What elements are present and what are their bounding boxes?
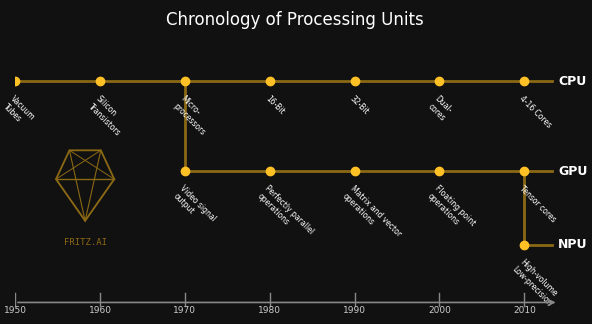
Text: 1960: 1960 (88, 306, 111, 315)
Text: Micro-
processors: Micro- processors (171, 94, 214, 137)
Text: Chronology of Processing Units: Chronology of Processing Units (166, 11, 424, 29)
Text: 16-Bit: 16-Bit (263, 94, 286, 117)
Text: 1980: 1980 (258, 306, 281, 315)
Text: 4-16 Cores: 4-16 Cores (518, 94, 554, 130)
Text: 2010: 2010 (513, 306, 536, 315)
Text: Video signal
output: Video signal output (171, 184, 218, 231)
Text: Dual-
cores: Dual- cores (426, 94, 454, 122)
Text: FRITZ.AI: FRITZ.AI (63, 238, 107, 248)
Text: Floating point
operations: Floating point operations (426, 184, 477, 235)
Text: 32-Bit: 32-Bit (348, 94, 371, 117)
Text: NPU: NPU (558, 238, 587, 251)
Text: CPU: CPU (558, 75, 586, 88)
Text: GPU: GPU (558, 165, 587, 178)
Text: Perfectly parallel
operations: Perfectly parallel operations (256, 184, 316, 244)
Text: Vacuum
Tubes: Vacuum Tubes (1, 94, 37, 130)
Text: Tensor cores: Tensor cores (518, 184, 558, 224)
Text: 2000: 2000 (428, 306, 451, 315)
Text: Matrix and vector
operations: Matrix and vector operations (341, 184, 403, 246)
Text: 1970: 1970 (173, 306, 197, 315)
Text: 1990: 1990 (343, 306, 366, 315)
Text: High-volume
Low-precision: High-volume Low-precision (511, 258, 561, 308)
Text: 1950: 1950 (4, 306, 27, 315)
Text: Silicon
Transistors: Silicon Transistors (86, 94, 130, 137)
